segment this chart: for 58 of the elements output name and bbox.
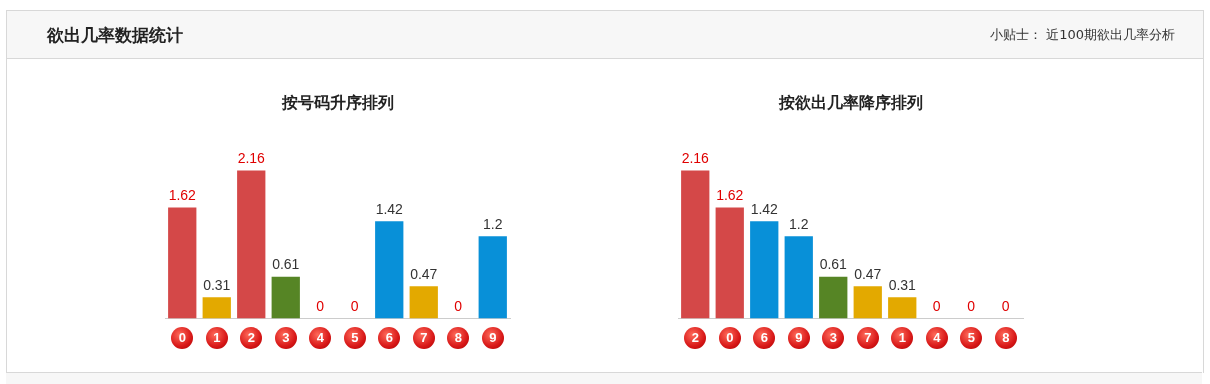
x-tick-label: 8 — [1002, 329, 1010, 345]
x-tick-label: 6 — [760, 329, 768, 345]
text: 小贴士： 近100期欲出几率分析 — [990, 26, 1175, 44]
x-tick-label: 3 — [282, 329, 290, 345]
data-label: 0 — [454, 298, 463, 315]
data-label: 1.2 — [483, 216, 503, 233]
chart-title: 按号码升序排列 — [280, 92, 394, 112]
data-label: 1.62 — [168, 187, 197, 204]
bar — [715, 207, 744, 319]
x-tick-label: 5 — [351, 329, 359, 345]
data-label: 0 — [967, 298, 976, 315]
data-label: 0.47 — [410, 266, 438, 283]
bar — [202, 297, 231, 319]
x-tick-label: 0 — [726, 329, 734, 345]
bar — [853, 286, 882, 319]
data-label: 1.62 — [716, 187, 744, 204]
data-label: 0.61 — [819, 256, 848, 273]
x-tick-label: 9 — [795, 329, 803, 345]
x-tick-label: 2 — [691, 329, 699, 345]
x-tick-label: 7 — [864, 329, 872, 345]
bar — [750, 221, 779, 319]
data-label: 2.16 — [681, 150, 710, 167]
x-tick-label: 6 — [385, 329, 393, 345]
bar — [375, 221, 404, 319]
bar — [819, 276, 848, 319]
data-label: 0.47 — [854, 266, 882, 283]
data-label: 1.2 — [789, 216, 809, 233]
x-tick-label: 4 — [316, 329, 325, 345]
data-label: 0.61 — [272, 256, 300, 273]
bar — [478, 236, 507, 319]
x-tick-label: 1 — [898, 329, 906, 345]
data-label: 2.16 — [237, 150, 266, 167]
data-label: 0 — [932, 298, 941, 315]
bar — [237, 170, 266, 319]
x-tick-label: 2 — [247, 329, 255, 345]
bar — [168, 207, 197, 319]
x-tick-label: 3 — [829, 329, 837, 345]
data-label: 0.31 — [888, 277, 917, 294]
x-tick-label: 5 — [967, 329, 975, 345]
data-label: 1.42 — [375, 201, 404, 218]
data-label: 0 — [1001, 298, 1010, 315]
bar — [888, 297, 917, 319]
text: 欲出几率数据统计 — [47, 24, 183, 47]
bar — [681, 170, 710, 319]
bar — [784, 236, 813, 319]
data-label: 0.31 — [203, 277, 231, 294]
data-label: 0 — [316, 298, 325, 315]
x-tick-label: 1 — [213, 329, 221, 345]
data-label: 0 — [350, 298, 359, 315]
bar — [409, 286, 438, 319]
x-tick-label: 9 — [489, 329, 497, 345]
x-tick-label: 4 — [933, 329, 942, 345]
x-tick-label: 8 — [454, 329, 462, 345]
data-label: 1.42 — [750, 201, 779, 218]
x-tick-label: 0 — [178, 329, 186, 345]
chart-title: 按欲出几率降序排列 — [777, 92, 923, 112]
x-tick-label: 7 — [420, 329, 428, 345]
bar — [271, 276, 300, 319]
